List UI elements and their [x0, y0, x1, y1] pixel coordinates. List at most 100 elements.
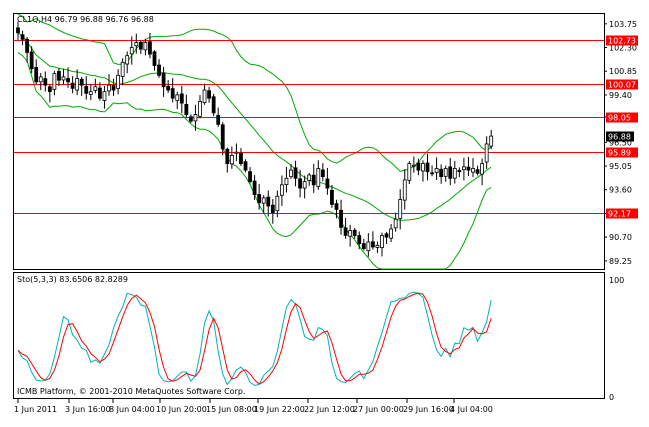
candle-body	[330, 189, 334, 205]
candle-body	[307, 174, 312, 181]
bollinger-upper	[17, 13, 492, 172]
candle-body	[384, 233, 389, 238]
indicator-label: Sto(5,3,3) 83.6506 82.8289	[17, 275, 128, 284]
candle-body	[334, 203, 339, 210]
level-tag-label: 102.73	[608, 37, 636, 46]
time-tick-label: 22 Jun 12:00	[304, 405, 355, 414]
candle-body	[211, 96, 216, 114]
candle-body	[188, 116, 193, 122]
time-tick-label: 27 Jun 00:00	[353, 405, 404, 414]
current-price-label: 96.88	[608, 133, 631, 142]
candle-body	[239, 152, 243, 164]
candle-body	[339, 209, 343, 228]
candle-body	[157, 64, 161, 76]
candle-body	[170, 88, 175, 99]
candle-body	[489, 135, 494, 147]
price-tick-label: 103.75	[609, 20, 637, 29]
candle-body	[207, 90, 212, 99]
candle-body	[184, 104, 189, 115]
candlestick-series	[16, 21, 494, 257]
time-tick-label: 4 Jul 04:00	[450, 405, 493, 414]
candle-body	[466, 166, 471, 171]
stochastic-signal-line	[17, 292, 492, 385]
bollinger-middle	[17, 32, 492, 221]
stochastic-panel[interactable]	[13, 272, 605, 399]
candle-body	[270, 204, 275, 214]
candle-body	[16, 27, 20, 34]
candle-body	[266, 196, 271, 207]
time-tick-label: 3 Jun 16:00	[65, 405, 111, 414]
candle-body	[88, 91, 93, 95]
candle-body	[29, 51, 34, 70]
candle-body	[320, 169, 325, 178]
indicator-scale-bottom: 0	[609, 393, 614, 402]
candle-body	[84, 85, 89, 94]
stochastic-lines	[17, 291, 492, 386]
candle-body	[20, 34, 25, 40]
candle-body	[38, 76, 43, 83]
candle-body	[416, 162, 421, 171]
current-price-tag	[606, 131, 634, 142]
candle-body	[179, 93, 184, 104]
candle-body	[47, 86, 52, 93]
candle-body	[143, 42, 148, 51]
candle-body	[252, 180, 257, 196]
price-tick-label: 96.50	[609, 138, 632, 147]
time-tick-label: 1 Jun 2011	[14, 405, 57, 414]
horizontal-levels	[14, 40, 604, 214]
candle-body	[375, 244, 380, 248]
candle-body	[198, 101, 202, 117]
candle-body	[34, 66, 39, 83]
candle-body	[411, 164, 416, 167]
candle-body	[70, 82, 75, 89]
time-scale: 1 Jun 2011 3 Jun 16:008 Jun 04:00 10 Jun 2…	[14, 399, 493, 414]
level-tag-label: 92.17	[608, 210, 631, 219]
candle-body	[216, 114, 221, 125]
candle-body	[138, 41, 143, 50]
candle-body	[370, 241, 375, 248]
candle-body	[111, 85, 116, 91]
level-tag-label: 95.89	[608, 149, 631, 158]
candle-body	[316, 168, 321, 187]
candle-body	[52, 73, 57, 90]
candle-body	[107, 84, 111, 92]
level-tag	[606, 35, 638, 46]
price-tick-label: 90.70	[609, 233, 632, 242]
time-tick-label: 19 Jun 22:00	[254, 405, 305, 414]
candle-body	[257, 194, 262, 204]
candle-body	[234, 151, 239, 154]
level-tag-label: 98.05	[608, 114, 631, 123]
candle-body	[434, 168, 439, 173]
candle-body	[79, 78, 84, 86]
level-tag	[606, 112, 638, 123]
candle-body	[193, 114, 198, 122]
level-tag	[606, 79, 638, 90]
price-tick-label: 99.40	[609, 91, 632, 100]
level-tag	[606, 208, 638, 219]
candle-body	[430, 172, 434, 175]
candle-body	[175, 94, 180, 101]
candle-body	[352, 229, 357, 236]
candle-body	[448, 166, 453, 179]
price-panel[interactable]	[13, 13, 605, 270]
candle-body	[248, 171, 252, 182]
candle-body	[325, 178, 330, 189]
candle-body	[66, 78, 70, 83]
candle-body	[398, 199, 403, 219]
candle-body	[202, 89, 207, 103]
candle-body	[425, 162, 430, 173]
stochastic-main-line	[17, 291, 492, 386]
candle-body	[348, 230, 353, 237]
candle-body	[152, 51, 157, 66]
candle-body	[393, 218, 398, 229]
candle-body	[225, 148, 230, 164]
time-tick-label: 8 Jun 04:00	[109, 405, 155, 414]
candle-body	[102, 91, 107, 101]
level-price-tags: 102.73 100.07 98.05 95.89 92.17 96.88	[606, 35, 638, 219]
candle-body	[61, 76, 66, 81]
level-tag	[606, 147, 638, 158]
candle-body	[407, 163, 412, 181]
candle-body	[471, 168, 475, 173]
candle-body	[366, 241, 371, 252]
